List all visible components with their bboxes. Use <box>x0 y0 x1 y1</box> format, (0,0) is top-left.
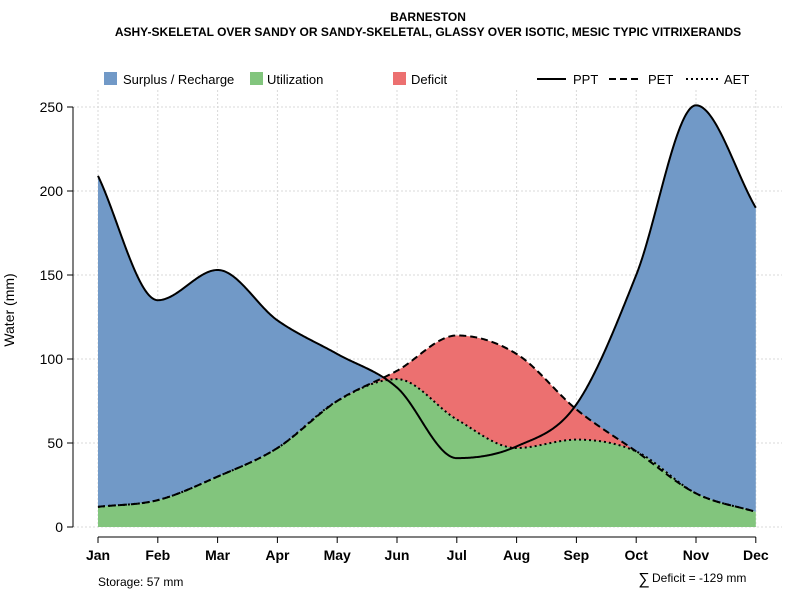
deficit-annotation: Deficit = -129 mm <box>652 571 746 585</box>
series-lines <box>97 104 757 513</box>
legend-label-pet: PET <box>648 72 673 87</box>
legend-swatch-deficit <box>393 72 406 85</box>
x-tick-label: Jul <box>447 547 467 563</box>
legend-label-utilization: Utilization <box>267 72 323 87</box>
axes: 0 50 100 150 200 250 Jan Feb Mar Apr May Jun Jul Aug S… <box>40 99 769 563</box>
y-tick-label: 250 <box>40 99 64 115</box>
y-tick-label: 100 <box>40 351 64 367</box>
y-tick-label: 150 <box>40 267 64 283</box>
areas <box>98 105 756 527</box>
x-tick-label: Nov <box>683 547 710 563</box>
x-tick-label: Oct <box>625 547 649 563</box>
legend-swatch-surplus <box>104 72 117 85</box>
deficit-sum-icon: ∑ <box>638 571 649 588</box>
x-tick-label: Jun <box>385 547 410 563</box>
legend-label-ppt: PPT <box>573 72 598 87</box>
storage-annotation: Storage: 57 mm <box>98 575 183 589</box>
x-tick-label: Jan <box>86 547 110 563</box>
series-line-ppt <box>97 104 757 460</box>
x-tick-label: May <box>324 547 351 563</box>
area-deficit <box>98 335 756 512</box>
legend: Surplus / Recharge Utilization Deficit P… <box>104 72 749 87</box>
y-tick-label: 50 <box>47 435 63 451</box>
y-tick-label: 200 <box>40 183 64 199</box>
x-tick-label: Sep <box>564 547 590 563</box>
x-tick-label: Aug <box>503 547 530 563</box>
chart-title: BARNESTON <box>390 10 466 24</box>
legend-label-aet: AET <box>724 72 749 87</box>
x-tick-label: Dec <box>743 547 769 563</box>
y-axis-title: Water (mm) <box>1 273 17 346</box>
x-tick-label: Mar <box>205 547 230 563</box>
x-tick-label: Apr <box>265 547 290 563</box>
y-tick-label: 0 <box>55 519 63 535</box>
legend-label-surplus: Surplus / Recharge <box>123 72 234 87</box>
chart-subtitle: ASHY-SKELETAL OVER SANDY OR SANDY-SKELET… <box>115 25 741 39</box>
series-line-pet <box>97 334 757 513</box>
area-surplus-recharge <box>98 105 756 512</box>
legend-label-deficit: Deficit <box>411 72 448 87</box>
x-tick-label: Feb <box>145 547 170 563</box>
area-utilization <box>98 379 756 527</box>
legend-swatch-utilization <box>250 72 263 85</box>
series-line-aet <box>97 378 757 513</box>
